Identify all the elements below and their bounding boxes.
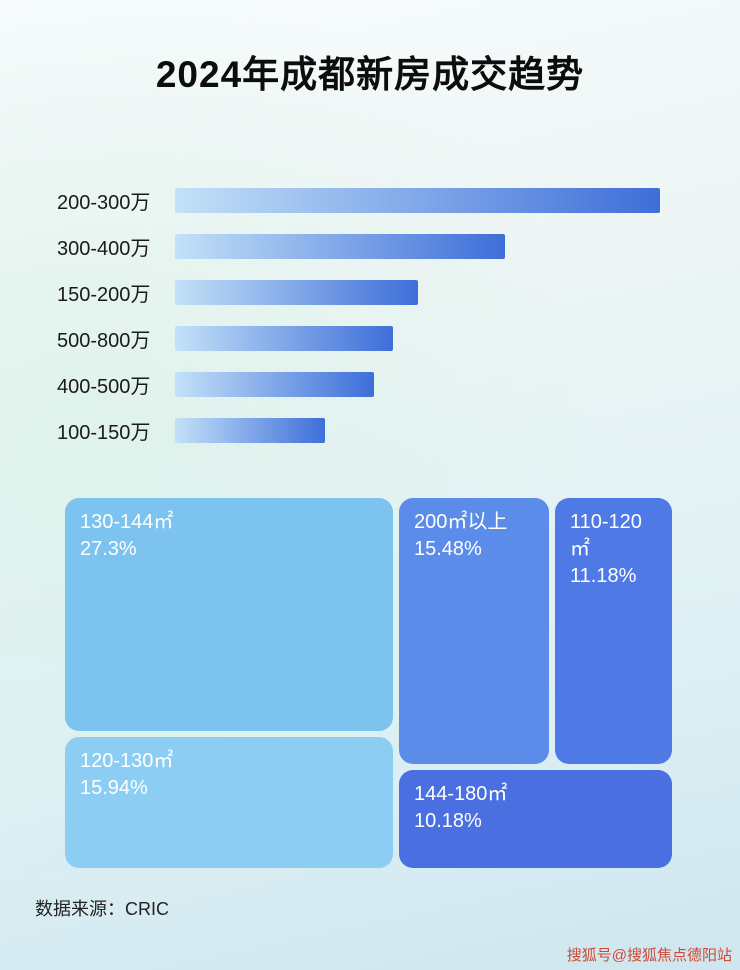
block-label: 200㎡以上 — [414, 511, 508, 533]
bar-label: 500-800万 — [57, 330, 151, 352]
treemap-block-200-plus: 200㎡以上 15.48% — [399, 498, 549, 764]
bar-row: 400-500万 — [57, 372, 685, 398]
bar-label: 150-200万 — [57, 284, 151, 306]
data-source-label: 数据来源：CRIC — [35, 899, 169, 919]
block-value: 15.48% — [414, 538, 482, 560]
price-range-bar-chart: 200-300万 300-400万 150-200万 500-800万 400- — [57, 188, 685, 464]
bar — [175, 372, 374, 397]
block-label: 120-130㎡ — [80, 750, 174, 772]
block-label: 110-120㎡ — [570, 511, 642, 560]
bar-row: 500-800万 — [57, 326, 685, 352]
bar — [175, 280, 418, 305]
treemap-block-120-130: 120-130㎡ 15.94% — [65, 737, 393, 868]
bar-label: 300-400万 — [57, 238, 151, 260]
bar — [175, 188, 660, 213]
bar-track — [175, 418, 660, 443]
bar-row: 300-400万 — [57, 234, 685, 260]
watermark-text: 搜狐号@搜狐焦点德阳站 — [566, 947, 732, 964]
block-value: 15.94% — [80, 777, 148, 799]
block-value: 27.3% — [80, 538, 137, 560]
treemap-block-110-120: 110-120㎡ 11.18% — [555, 498, 672, 764]
bar-label: 100-150万 — [57, 422, 151, 444]
treemap-block-130-144: 130-144㎡ 27.3% — [65, 498, 393, 731]
bar-track — [175, 234, 660, 259]
block-label: 130-144㎡ — [80, 511, 174, 533]
bar-track — [175, 326, 660, 351]
bar-row: 200-300万 — [57, 188, 685, 214]
block-value: 11.18% — [570, 565, 637, 587]
block-value: 10.18% — [414, 810, 482, 832]
page-title: 2024年成都新房成交趋势 — [155, 54, 585, 95]
block-label: 144-180㎡ — [414, 783, 508, 805]
bar-label: 400-500万 — [57, 376, 151, 398]
bar-track — [175, 188, 660, 213]
bar — [175, 234, 505, 259]
bar — [175, 326, 394, 351]
bar-row: 150-200万 — [57, 280, 685, 306]
treemap-block-144-180: 144-180㎡ 10.18% — [399, 770, 672, 868]
bar-label: 200-300万 — [57, 192, 151, 214]
bar-track — [175, 372, 660, 397]
bar-row: 100-150万 — [57, 418, 685, 444]
bar-track — [175, 280, 660, 305]
bar — [175, 418, 326, 443]
